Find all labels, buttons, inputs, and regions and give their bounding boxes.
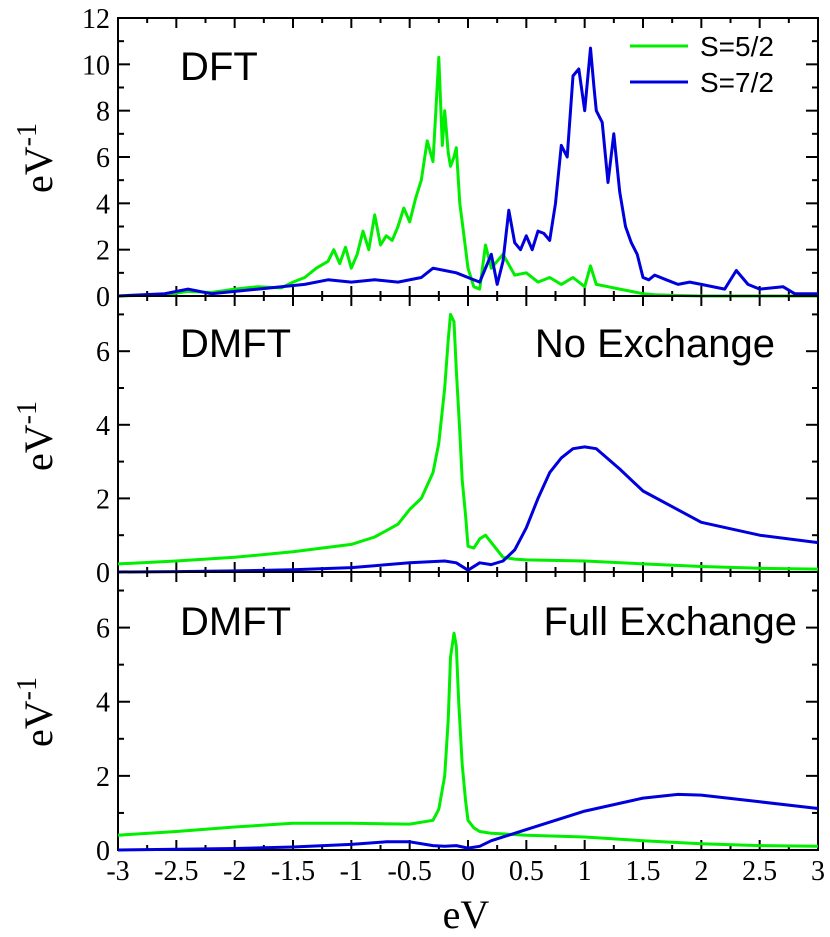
y-tick-label: 6 — [96, 143, 110, 174]
x-tick-label: -0.5 — [388, 856, 432, 887]
legend-entry: S=7/2 — [630, 67, 774, 98]
y-axis-label: eV-1 — [12, 123, 61, 193]
y-tick-label: 0 — [96, 558, 110, 589]
panel-bottom: 0 2 4 6 -3 -2.5 -2 -1.5 -1 -0.5 0 0.5 1 1.5 2 2.5 3 DMFT F… — [12, 571, 825, 887]
y-tick-label: 2 — [96, 236, 110, 267]
legend-label: S=7/2 — [700, 67, 774, 98]
series-line-s-5-2 — [117, 55, 818, 298]
x-tick-label: 0 — [461, 856, 475, 887]
y-tick-label: 4 — [96, 411, 110, 442]
series-line-s-7-2 — [117, 792, 819, 852]
x-axis-label: eV — [443, 892, 490, 937]
x-tick-label: -2 — [223, 856, 246, 887]
y-tick-label: 4 — [96, 189, 110, 220]
panel-title: DFT — [180, 45, 258, 89]
panel-top: 0 2 4 6 8 10 12 DFT eV-1 — [12, 4, 819, 313]
series-line-s-5-2 — [117, 631, 819, 848]
y-tick-label: 6 — [96, 614, 110, 645]
legend-label: S=5/2 — [700, 31, 774, 62]
y-tick-label: 2 — [96, 484, 110, 515]
panel-title: DMFT — [180, 600, 291, 644]
legend-entry: S=5/2 — [630, 31, 774, 62]
x-tick-label: 1 — [578, 856, 592, 887]
y-tick-label: 0 — [96, 282, 110, 313]
y-tick-label: 12 — [82, 4, 110, 35]
y-tick-label: 4 — [96, 688, 110, 719]
x-tick-label: 2 — [694, 856, 708, 887]
legend: S=5/2 S=7/2 — [630, 31, 774, 98]
x-tick-label: 3 — [811, 856, 825, 887]
panel-middle: 0 2 4 6 DMFT No Exchange eV-1 — [12, 295, 819, 589]
panel-subtitle: Full Exchange — [544, 600, 797, 644]
x-tick-label: 2.5 — [742, 856, 777, 887]
x-tick-label: 0.5 — [509, 856, 544, 887]
panel-title: DMFT — [180, 322, 291, 366]
x-tick-label: -2.5 — [154, 856, 198, 887]
series-line-s-5-2 — [117, 312, 819, 571]
x-tick-label: 1.5 — [626, 856, 661, 887]
x-tick-label: -3 — [106, 856, 129, 887]
y-tick-label: 6 — [96, 337, 110, 368]
y-axis-label: eV-1 — [12, 677, 61, 747]
y-tick-label: 8 — [96, 97, 110, 128]
x-tick-label: -1 — [340, 856, 363, 887]
y-tick-label: 10 — [82, 50, 110, 81]
y-tick-label: 0 — [96, 836, 110, 867]
series-line-s-7-2 — [117, 46, 818, 298]
panel-subtitle: No Exchange — [535, 322, 775, 366]
x-tick-label: -1.5 — [271, 856, 315, 887]
y-axis-label: eV-1 — [12, 401, 61, 471]
y-tick-label: 2 — [96, 762, 110, 793]
series-line-s-7-2 — [117, 445, 819, 574]
